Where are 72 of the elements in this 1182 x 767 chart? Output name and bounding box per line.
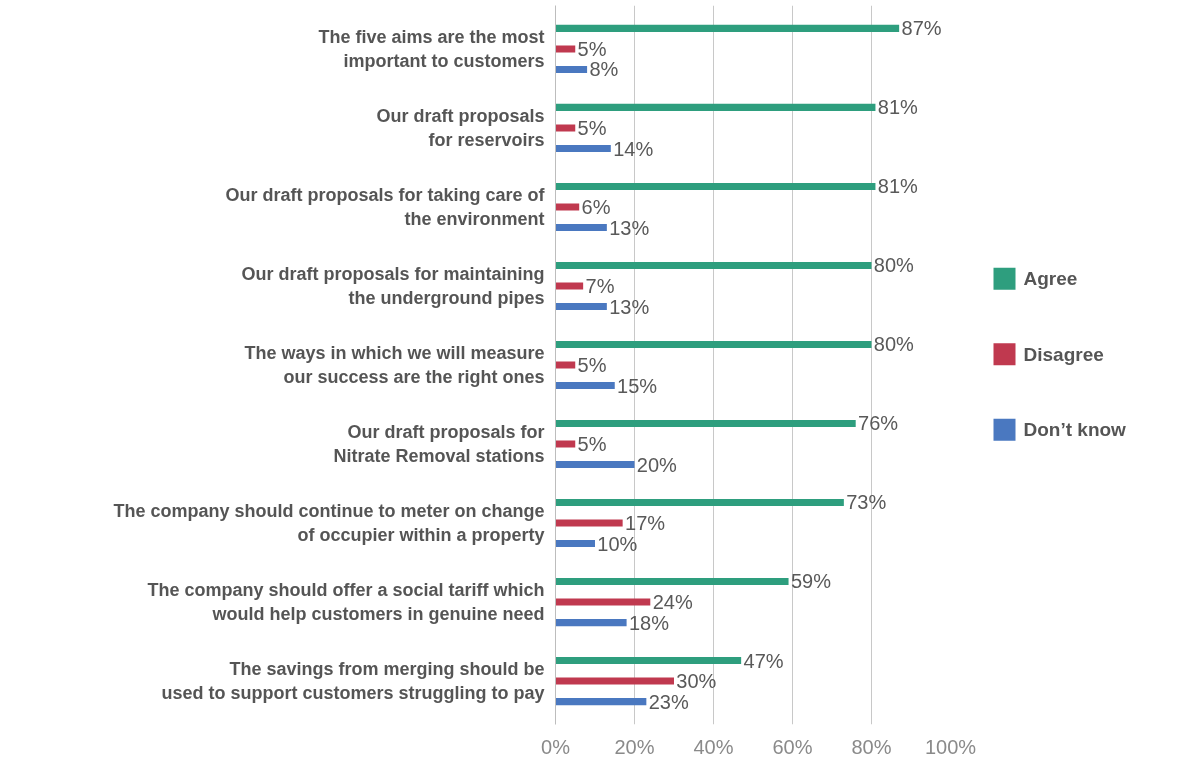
data-label: 6% xyxy=(581,195,611,218)
data-label: 80% xyxy=(873,333,915,356)
bar xyxy=(555,124,576,132)
y-tick-label: The five aims are the most important to customers xyxy=(318,26,545,71)
x-tick-label: 60% xyxy=(772,735,813,758)
y-tick-label: The ways in which we will measure our success are the right ones xyxy=(244,343,545,387)
bar xyxy=(555,598,651,606)
data-label: 5% xyxy=(577,37,607,60)
data-label: 76% xyxy=(858,412,899,435)
y-tick-label: Our draft proposals for reservoirs xyxy=(376,105,545,150)
legend-label: Disagree xyxy=(1023,343,1104,365)
bar xyxy=(555,282,584,290)
data-label: 17% xyxy=(625,512,666,535)
bar xyxy=(555,24,900,32)
data-label: 73% xyxy=(846,491,887,514)
data-label: 5% xyxy=(577,354,607,376)
y-tick-label: Our draft proposals for Nitrate Removal stations xyxy=(333,422,545,467)
bar xyxy=(555,361,576,369)
bar xyxy=(555,261,872,269)
data-label: 59% xyxy=(790,570,832,593)
data-label: 8% xyxy=(589,58,619,81)
bar xyxy=(555,698,647,706)
data-label: 5% xyxy=(577,116,607,139)
bar xyxy=(555,540,595,548)
bar xyxy=(555,182,876,190)
y-tick-label: Our draft proposals for taking care of the environment xyxy=(225,184,546,229)
bar xyxy=(555,619,627,627)
x-tick-label: 0% xyxy=(541,735,571,758)
x-tick-label: 100% xyxy=(924,735,977,758)
data-label: 5% xyxy=(577,433,607,456)
bar xyxy=(555,223,607,232)
y-tick-label: The company should offer a social tariff which would help customers in genuine need xyxy=(147,580,545,625)
data-label: 24% xyxy=(652,591,693,614)
bar xyxy=(555,302,607,311)
bar xyxy=(555,498,844,507)
data-label: 7% xyxy=(585,274,615,297)
bar xyxy=(555,577,789,586)
x-tick-label: 40% xyxy=(693,735,734,758)
data-label: 13% xyxy=(609,216,650,239)
bar xyxy=(555,677,674,685)
y-tick-label: Our draft proposals for maintaining the underground pipes xyxy=(241,263,545,308)
x-tick-label: 20% xyxy=(614,735,655,758)
data-label: 10% xyxy=(597,532,638,555)
bar xyxy=(555,65,588,74)
x-tick-label: 80% xyxy=(851,735,892,758)
data-label: 80% xyxy=(873,254,915,277)
bar xyxy=(555,419,856,428)
data-label: 15% xyxy=(617,374,658,397)
bar xyxy=(555,103,876,111)
bar xyxy=(555,381,615,390)
data-label: 23% xyxy=(648,690,689,713)
legend-label: Agree xyxy=(1023,268,1078,290)
data-label: 81% xyxy=(877,175,919,198)
legend-label: Don’t know xyxy=(1023,419,1127,441)
data-label: 14% xyxy=(613,137,654,160)
bar xyxy=(555,461,635,469)
y-tick-label: The company should continue to meter on change of occupier within a property xyxy=(113,501,545,546)
data-label: 13% xyxy=(609,295,650,318)
data-label: 30% xyxy=(676,670,717,693)
data-label: 87% xyxy=(901,17,942,40)
bar xyxy=(555,45,576,53)
bar xyxy=(555,340,872,349)
bar xyxy=(555,440,576,448)
data-label: 81% xyxy=(877,96,919,119)
y-tick-label: The savings from merging should be used to support customers struggling to pay xyxy=(161,659,545,704)
bar xyxy=(555,203,580,211)
data-label: 20% xyxy=(636,453,678,476)
data-label: 18% xyxy=(628,611,670,634)
bar xyxy=(555,656,742,665)
data-label: 47% xyxy=(743,649,784,672)
bar xyxy=(555,144,611,153)
bar xyxy=(555,519,623,527)
